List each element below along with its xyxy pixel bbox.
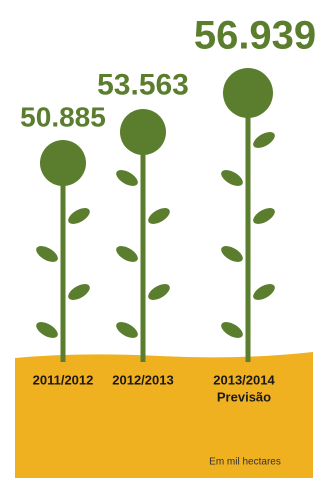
leaf (116, 322, 138, 338)
leaf (253, 132, 275, 148)
leaf (148, 284, 170, 300)
value-label: 50.885 (20, 101, 106, 132)
leaf (116, 246, 138, 262)
unit-note: Em mil hectares (209, 457, 281, 468)
leaf (221, 246, 243, 262)
leaf (36, 246, 58, 262)
leaf (68, 208, 90, 224)
leaf (148, 208, 170, 224)
plant-head (40, 140, 86, 186)
category-label: 2013/2014 (213, 372, 275, 387)
leaf (68, 284, 90, 300)
leaf (116, 170, 138, 186)
value-label: 53.563 (97, 68, 189, 101)
ground (15, 352, 313, 478)
plant-head (223, 68, 273, 118)
category-label: 2012/2013 (112, 372, 173, 387)
category-label: 2011/2012 (33, 372, 94, 387)
plant-head (120, 109, 166, 156)
value-label: 56.939 (194, 14, 316, 58)
forecast-label: Previsão (217, 389, 271, 404)
leaf (36, 322, 58, 338)
leaf (221, 170, 243, 186)
leaf (253, 284, 275, 300)
leaf (221, 322, 243, 338)
leaf (253, 208, 275, 224)
